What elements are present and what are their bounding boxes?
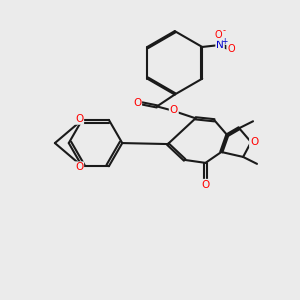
- Text: O: O: [227, 44, 235, 54]
- Text: O: O: [214, 30, 222, 40]
- Text: O: O: [170, 105, 178, 116]
- Text: O: O: [75, 114, 83, 124]
- Text: O: O: [75, 162, 83, 172]
- Text: N: N: [216, 40, 224, 50]
- Text: O: O: [133, 98, 141, 108]
- Text: O: O: [201, 180, 210, 190]
- Text: -: -: [223, 27, 226, 36]
- Text: O: O: [250, 137, 258, 147]
- Text: +: +: [221, 37, 227, 46]
